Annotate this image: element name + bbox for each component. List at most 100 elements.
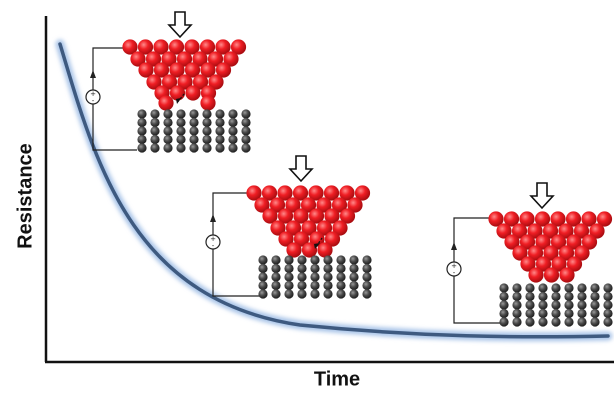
tip-atom	[527, 223, 543, 239]
substrate-atom	[349, 263, 359, 274]
contact-stage-1: + -	[85, 11, 251, 153]
tip-atom	[301, 220, 317, 236]
substrate-atom	[525, 300, 535, 310]
curve-line	[58, 42, 610, 339]
substrate-atom	[499, 308, 509, 319]
tip-atom	[246, 185, 262, 201]
tip-atom	[176, 51, 193, 67]
tip-atom	[293, 208, 309, 224]
substrate-atom	[349, 255, 359, 265]
substrate-atom	[538, 308, 548, 319]
tip-atom	[339, 185, 355, 201]
tip-atom	[169, 85, 186, 101]
substrate-atom	[202, 109, 212, 119]
substrate-atom	[603, 283, 613, 293]
tip-atom	[550, 234, 567, 250]
substrate-atom	[176, 109, 186, 119]
substrate-atom	[176, 117, 186, 128]
svg-text:+: +	[210, 235, 216, 243]
tip-atom	[137, 39, 154, 55]
substrate-atom	[150, 117, 160, 128]
tip-atom	[254, 197, 270, 213]
substrate-atom	[323, 280, 333, 291]
tip-atom	[543, 267, 560, 283]
substrate-atom	[137, 109, 147, 119]
substrate-atom	[603, 308, 613, 319]
tip-atom	[215, 62, 232, 78]
substrate-atom	[215, 143, 225, 153]
voltage-source-icon: + -	[446, 261, 462, 277]
substrate-atom	[323, 263, 333, 274]
tip-atom	[308, 208, 325, 224]
substrate-atom	[297, 272, 307, 282]
tip-atom	[192, 74, 209, 90]
substrate-atom	[512, 300, 522, 310]
substrate-atom	[590, 291, 600, 302]
substrate-atom	[564, 283, 574, 293]
substrate-atom	[284, 272, 294, 282]
substrate-atom	[512, 317, 522, 327]
substrate-atom	[176, 126, 186, 136]
tip-atom	[581, 234, 598, 250]
tip-atom	[270, 220, 286, 236]
tip-atom	[269, 197, 286, 213]
svg-text:+: +	[90, 90, 96, 98]
substrate-atom	[525, 308, 535, 319]
substrate-atom	[297, 289, 307, 299]
tip-atom	[223, 51, 239, 67]
substrate-atom	[590, 300, 600, 310]
substrate-atom	[258, 289, 268, 299]
substrate-atom	[499, 317, 509, 327]
substrate-atom	[228, 126, 238, 136]
substrate-atom	[163, 126, 173, 136]
down-arrow-icon	[167, 11, 193, 39]
substrate-atom	[362, 263, 372, 274]
voltage-source-icon: + -	[205, 234, 221, 250]
substrate-atom	[349, 280, 359, 291]
substrate-atom	[202, 117, 212, 128]
substrate-atom	[150, 126, 160, 136]
substrate-atom	[297, 255, 307, 265]
tip-atom	[565, 211, 582, 227]
tip-atom	[354, 185, 371, 201]
tip-atom	[208, 74, 224, 90]
tip-atom	[145, 51, 162, 67]
substrate-atom	[258, 255, 268, 265]
substrate-atom	[551, 300, 561, 310]
substrate-atom	[512, 283, 522, 293]
tip-atom	[285, 197, 301, 213]
tip-atom	[542, 223, 559, 239]
substrate-atom	[202, 134, 212, 145]
substrate-atom	[564, 300, 574, 310]
substrate-atom	[577, 291, 587, 302]
tip-atom	[324, 231, 341, 247]
tip-atom	[519, 234, 536, 250]
voltage-source-icon: + -	[85, 89, 101, 105]
substrate-atom	[202, 143, 212, 153]
tip-atom	[169, 62, 185, 78]
substrate-atom	[150, 134, 160, 145]
substrate-atom	[538, 317, 548, 327]
substrate-atom	[349, 289, 359, 299]
tip-atom	[534, 211, 551, 227]
tip-atom	[566, 256, 583, 272]
tip-atom	[199, 39, 216, 55]
substrate-atoms	[137, 109, 251, 153]
substrate-atoms	[499, 283, 613, 327]
tip-atom	[496, 223, 512, 239]
tip-atom	[130, 51, 146, 67]
tip-atom	[286, 242, 302, 258]
tip-atoms	[246, 185, 371, 258]
contact-stage-3: + -	[446, 182, 613, 327]
tip-atom	[331, 197, 348, 213]
substrate-atom	[551, 317, 561, 327]
substrate-atom	[538, 291, 548, 302]
substrate-atom	[297, 263, 307, 274]
tip-atom	[278, 231, 294, 247]
substrate-atom	[150, 143, 160, 153]
substrate-atom	[137, 134, 147, 145]
tip-atom	[316, 220, 333, 236]
substrate-atom	[362, 280, 372, 291]
substrate-atom	[228, 117, 238, 128]
